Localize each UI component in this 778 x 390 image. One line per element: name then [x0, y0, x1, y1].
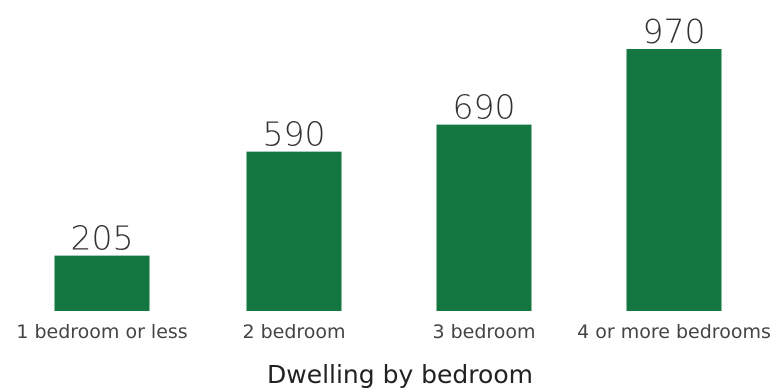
value-label-3: 690: [453, 88, 516, 127]
category-label-4: 4 or more bedrooms: [577, 321, 771, 343]
category-label-3: 3 bedroom: [432, 321, 535, 343]
bars-layer: [54, 49, 722, 311]
category-labels-layer: 1 bedroom or less 2 bedroom 3 bedroom 4 or …: [16, 321, 771, 343]
bar-4: [626, 49, 722, 311]
value-label-4: 970: [643, 12, 706, 51]
category-label-1: 1 bedroom or less: [16, 321, 187, 343]
bar-3: [436, 124, 532, 311]
bar-2: [246, 151, 342, 311]
category-label-2: 2 bedroom: [242, 321, 345, 343]
bar-1: [54, 255, 150, 311]
value-labels-layer: 205 590 690 970: [71, 12, 706, 258]
x-axis-title: Dwelling by bedroom: [267, 360, 533, 389]
value-label-2: 590: [263, 115, 326, 154]
value-label-1: 205: [71, 219, 134, 258]
